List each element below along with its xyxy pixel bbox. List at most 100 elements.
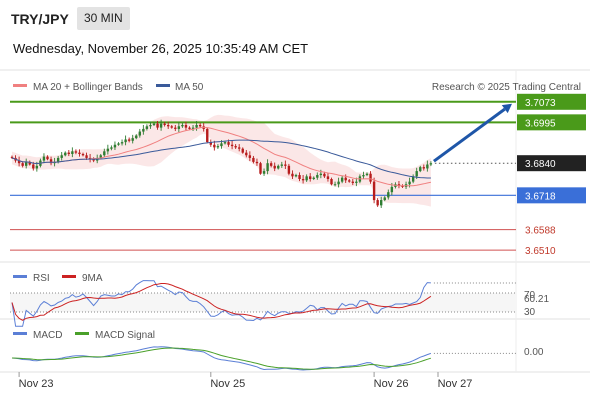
ma50-line xyxy=(11,139,431,179)
macd-value-label: 0.00 xyxy=(524,347,544,358)
candle xyxy=(181,123,184,128)
candle-body xyxy=(188,127,191,129)
candle xyxy=(191,124,195,132)
candle-body xyxy=(49,159,53,164)
candle-body xyxy=(273,165,276,169)
ma50-legend-label: MA 50 xyxy=(175,82,204,93)
candle xyxy=(64,151,67,157)
candle-body xyxy=(284,164,287,166)
candle-body xyxy=(422,167,425,169)
candle xyxy=(245,150,248,158)
price-level-labels: 3.7073 3.6995 3.6840 3.6718 3.6588 3.6510 xyxy=(517,93,586,257)
candle-body xyxy=(32,164,35,169)
target-level-label: 3.7073 xyxy=(525,98,556,109)
candle-body xyxy=(238,147,241,149)
candle-body xyxy=(42,156,46,161)
candle xyxy=(298,172,301,182)
candle-body xyxy=(67,152,70,154)
target-level-tag xyxy=(517,114,586,131)
x-tick-label: Nov 23 xyxy=(19,378,54,390)
symbol-label: TRY/JPY xyxy=(11,11,69,27)
candle xyxy=(71,147,74,158)
candle-body xyxy=(369,173,372,182)
candle-body xyxy=(415,171,418,177)
candle xyxy=(42,153,46,164)
candle xyxy=(333,181,337,187)
candle xyxy=(188,126,191,130)
candle-body xyxy=(216,146,220,148)
x-tick-label: Nov 27 xyxy=(438,378,473,390)
candle-body xyxy=(355,181,358,183)
candle-body xyxy=(21,163,24,166)
candle-body xyxy=(340,177,344,182)
candle xyxy=(291,170,294,179)
candle-body xyxy=(117,143,120,145)
candle xyxy=(184,121,188,131)
candle-body xyxy=(234,146,237,148)
candle xyxy=(17,156,21,167)
x-axis: Nov 23 Nov 25 Nov 26 Nov 27 xyxy=(18,372,473,390)
candle xyxy=(348,179,351,183)
rsi-line xyxy=(11,280,431,327)
candle xyxy=(149,121,152,129)
bollinger-bands xyxy=(12,114,431,207)
macd-panel xyxy=(11,346,516,371)
candle-body xyxy=(220,143,223,147)
candle-body xyxy=(191,127,195,129)
candle-body xyxy=(301,179,305,181)
candle xyxy=(380,196,383,208)
timeframe-button[interactable]: 30 MIN xyxy=(77,7,130,30)
forecast-arrow-shaft xyxy=(433,107,506,163)
chart-datetime: Wednesday, November 26, 2025 10:35:49 AM… xyxy=(13,41,309,56)
candle-body xyxy=(142,128,145,132)
support-level-label: 3.6510 xyxy=(525,246,556,257)
bollinger-band-fill xyxy=(12,114,431,207)
candle xyxy=(230,140,234,150)
macd-signal-line xyxy=(11,347,432,370)
candle-body xyxy=(269,163,273,166)
pivot-level-label: 3.6718 xyxy=(525,191,556,202)
candle xyxy=(238,144,241,152)
macd-signal-legend-swatch xyxy=(75,332,89,335)
candle-body xyxy=(291,173,294,177)
candle xyxy=(387,189,390,200)
candle xyxy=(60,151,63,161)
moving-averages xyxy=(11,126,431,187)
candle xyxy=(78,149,81,157)
candle xyxy=(369,171,372,184)
forecast-arrow-head xyxy=(501,103,512,114)
candle xyxy=(241,147,244,154)
candle-body xyxy=(181,124,184,127)
candle-body xyxy=(305,176,308,181)
candle-body xyxy=(106,148,110,152)
rsi-legend-swatch xyxy=(13,275,27,278)
candle-body xyxy=(99,155,102,158)
ma50-legend-swatch xyxy=(156,84,170,87)
candle-body xyxy=(46,156,49,160)
candle xyxy=(426,160,429,172)
candle xyxy=(25,158,28,169)
candle xyxy=(216,144,220,149)
candle-body xyxy=(152,123,156,125)
candle-body xyxy=(35,165,39,169)
candle-body xyxy=(170,126,173,128)
candle xyxy=(326,173,330,182)
candle-body xyxy=(255,161,259,164)
candle-body xyxy=(372,181,376,201)
candle-body xyxy=(25,161,28,166)
candle-body xyxy=(241,148,244,153)
candle-body xyxy=(174,127,177,129)
candle xyxy=(397,180,401,189)
last-price-tag xyxy=(517,155,586,172)
candle xyxy=(316,172,319,180)
candle-body xyxy=(74,151,78,153)
candle xyxy=(376,198,379,207)
candle xyxy=(248,151,252,162)
candle-body xyxy=(319,173,323,176)
candle-body xyxy=(419,167,422,172)
rsi-ma-line xyxy=(11,283,432,321)
candle-body xyxy=(287,165,291,174)
candle-body xyxy=(120,142,124,144)
candle-body xyxy=(330,179,333,185)
